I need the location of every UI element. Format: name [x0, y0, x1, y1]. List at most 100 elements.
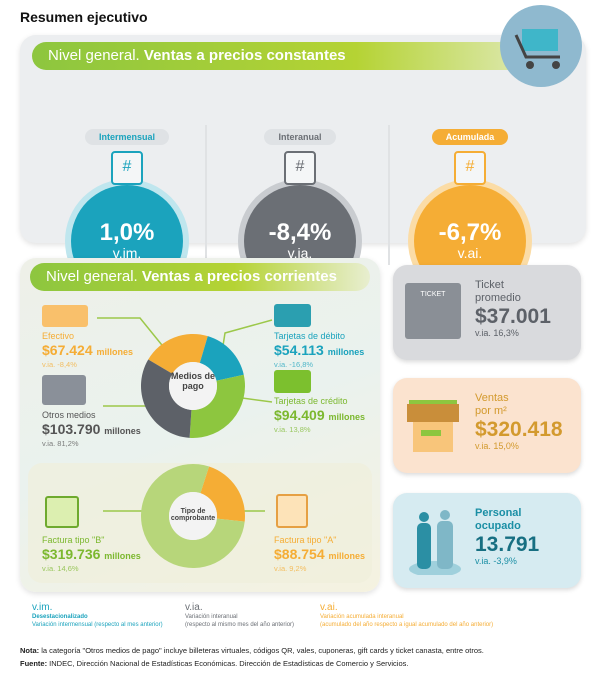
source-text: INDEC, Dirección Nacional de Estadística… — [47, 659, 409, 668]
item-label: Otros medios — [42, 410, 96, 420]
note: Nota: la categoría "Otros medios de pago… — [20, 646, 484, 655]
item-unit: millones — [104, 426, 141, 437]
gauge-value: 1,0% — [99, 219, 155, 246]
donut-slice — [148, 334, 208, 374]
gauge-unit: v.ai. — [457, 245, 483, 261]
legend-via: v.ia. Variación interanual (respecto al mi… — [185, 601, 294, 630]
item-label: Tarjetas de crédito — [274, 396, 348, 406]
gauge-value: -8,4% — [268, 219, 332, 246]
card-variation: v.ia. 15,0% — [475, 441, 519, 452]
item-variation: v.ia. 13,8% — [274, 424, 311, 434]
header-prefix: Nivel general. — [46, 268, 138, 285]
gauge-unit: v.im. — [112, 245, 142, 261]
item-label: Efectivo — [42, 331, 75, 341]
card-label: Personal — [475, 507, 522, 519]
item-variation: v.ia. 14,6% — [42, 563, 79, 573]
card-label: por m² — [475, 405, 507, 418]
item-label: Factura tipo "B" — [42, 535, 105, 545]
item-variation: v.ia. -8,4% — [42, 359, 77, 369]
card-value: $320.418 — [475, 418, 563, 442]
gauge-value: -6,7% — [438, 219, 502, 246]
source: Fuente: INDEC, Dirección Nacional de Est… — [20, 659, 408, 668]
item-value: $67.424 — [42, 342, 93, 359]
card-variation: v.ia. 16,3% — [475, 328, 519, 339]
divider — [388, 125, 390, 265]
card-ticket-promedio: TICKET Ticket promedio $37.001 v.ia. 16,3% — [393, 265, 581, 360]
header-title: Ventas a precios constantes — [143, 47, 346, 64]
donut-slice — [141, 464, 245, 569]
page-title: Resumen ejecutivo — [20, 9, 148, 25]
item-unit: millones — [328, 412, 366, 423]
item-unit: millones — [327, 347, 365, 358]
debit-card-icon — [274, 304, 311, 327]
item-label: Factura tipo "A" — [274, 535, 337, 545]
card-value: $37.001 — [475, 305, 551, 329]
card-variation: v.ia. -3,9% — [475, 556, 517, 567]
item-variation: v.ia. 81,2% — [42, 438, 79, 448]
card-value: 13.791 — [475, 533, 540, 557]
donut-slice — [141, 359, 192, 438]
constant-prices-header: Nivel general. Ventas a precios constant… — [32, 42, 572, 70]
card-label: Ticket — [475, 279, 504, 291]
item-unit: millones — [104, 551, 141, 562]
note-text: la categoría "Otros medios de pago" incl… — [39, 646, 484, 655]
credit-card-icon — [274, 370, 311, 393]
donut-center-label: Tipo de comprobante — [170, 508, 216, 522]
donut-slice — [189, 374, 245, 438]
item-tarjetas-debito: Tarjetas de débito $54.113 millones v.ia… — [274, 331, 364, 369]
item-value: $94.409 — [274, 407, 325, 424]
receipt-icon: # — [454, 151, 486, 185]
tipo-comprobante-donut — [141, 464, 245, 569]
item-factura-a: Factura tipo "A" $88.754 millones v.ia. … — [274, 535, 365, 573]
storefront-icon — [407, 400, 459, 452]
header-prefix: Nivel general. — [48, 47, 140, 64]
gauge-label: Interanual — [264, 129, 336, 145]
legend-title: Variación interanual — [185, 614, 238, 620]
medios-de-pago-donut — [141, 334, 245, 438]
note-label: Nota: — [20, 646, 40, 655]
gauge-label: Intermensual — [84, 129, 170, 145]
card-label: Ventas — [475, 392, 509, 404]
legend-key: v.im. — [32, 602, 53, 613]
item-variation: v.ia. 9,2% — [274, 563, 307, 573]
receipt-icon: # — [284, 151, 316, 185]
item-value: $88.754 — [274, 546, 325, 563]
gauge-unit: v.ia. — [287, 245, 313, 261]
legend-desc: Variación intermensual (respecto al mes … — [32, 621, 163, 628]
item-unit: millones — [96, 347, 134, 358]
people-icon — [409, 510, 461, 575]
item-factura-b: Factura tipo "B" $319.736 millones v.ia.… — [42, 535, 141, 573]
legend-vim: v.im. Desestacionalizado Variación interme… — [32, 601, 163, 630]
current-prices-header: Nivel general. Ventas a precios corrient… — [30, 263, 370, 291]
receipt-icon: # — [111, 151, 143, 185]
other-payment-icon — [42, 375, 86, 405]
source-label: Fuente: — [20, 659, 48, 668]
item-otros-medios: Otros medios $103.790 millones v.ia. 81,… — [42, 410, 141, 448]
item-tarjetas-credito: Tarjetas de crédito $94.409 millones v.i… — [274, 396, 365, 434]
item-unit: millones — [328, 551, 366, 562]
item-value: $54.113 — [274, 342, 324, 359]
legend-desc: (respecto al mismo mes del año anterior) — [185, 621, 295, 628]
donut-center-label: Medios de pago — [170, 371, 215, 391]
legend-key: v.ai. — [320, 602, 338, 613]
card-label: promedio — [475, 292, 521, 305]
invoice-b-icon — [45, 496, 79, 528]
card-personal-ocupado: Personal ocupado 13.791 v.ia. -3,9% — [393, 493, 581, 588]
legend-vai: v.ai. Variación acumulada interanual (acum… — [320, 601, 493, 630]
card-label: ocupado — [475, 520, 521, 533]
legend-title: Desestacionalizado — [32, 614, 88, 620]
invoice-a-icon — [276, 494, 308, 528]
legend-title: Variación acumulada interanual — [320, 614, 404, 620]
donut-slice — [200, 466, 245, 522]
gauge-label: Acumulada — [431, 129, 509, 145]
shopping-cart-icon — [500, 5, 582, 87]
divider — [205, 125, 207, 265]
item-value: $103.790 — [42, 421, 101, 438]
legend-key: v.ia. — [185, 602, 203, 613]
cash-icon — [42, 305, 88, 327]
header-title: Ventas a precios corrientes — [141, 268, 337, 285]
item-value: $319.736 — [42, 546, 101, 563]
item-label: Tarjetas de débito — [274, 331, 346, 341]
item-efectivo: Efectivo $67.424 millones v.ia. -8,4% — [42, 331, 133, 369]
